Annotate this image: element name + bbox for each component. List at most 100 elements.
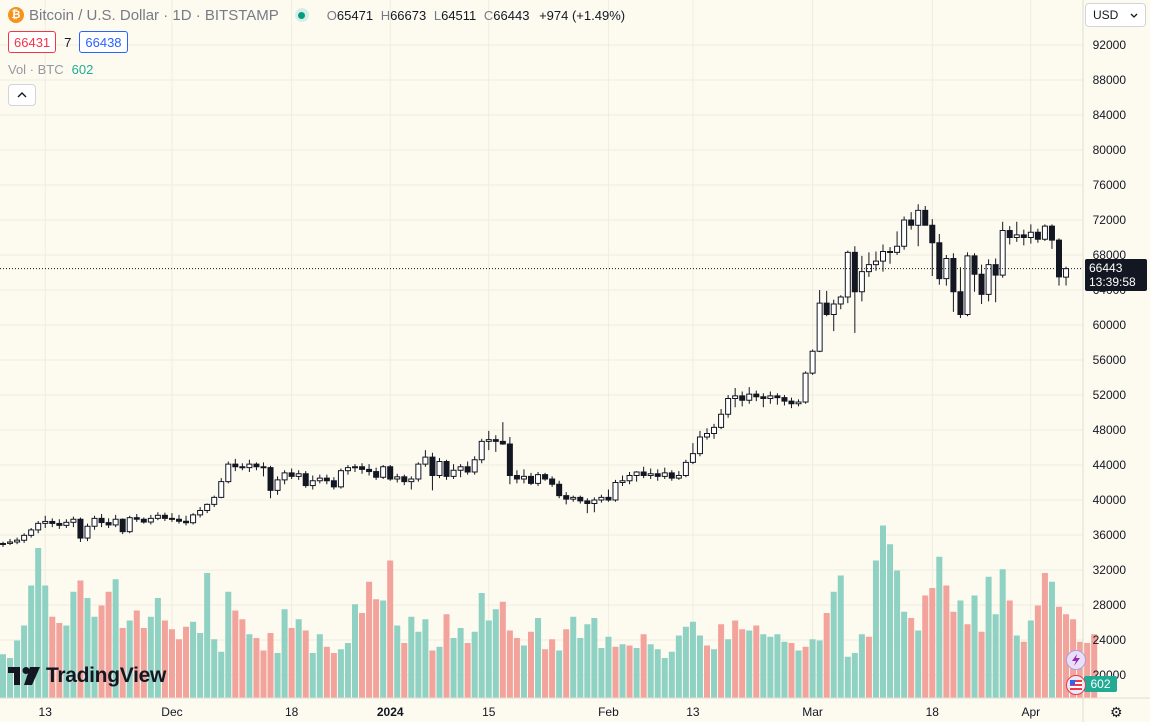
candle-down xyxy=(563,495,570,500)
volume-bar xyxy=(570,616,577,698)
flag-icon[interactable] xyxy=(1066,675,1086,695)
volume-bar xyxy=(380,600,387,698)
volume-bar xyxy=(359,613,366,698)
candle-up xyxy=(816,302,823,352)
candle-down xyxy=(401,476,408,483)
candle-down xyxy=(753,393,760,398)
volume-bar xyxy=(443,614,450,698)
candle-up xyxy=(598,496,605,501)
candle-up xyxy=(485,439,492,442)
chevron-up-icon xyxy=(17,92,27,98)
tradingview-logo-icon xyxy=(8,667,40,685)
candle-up xyxy=(295,473,302,477)
volume-bar xyxy=(704,645,710,698)
candle-up xyxy=(14,539,21,543)
sell-price-button[interactable]: 66431 xyxy=(8,31,57,53)
candle-up xyxy=(344,467,351,472)
volume-bar xyxy=(978,631,985,698)
volume-bar xyxy=(35,548,42,698)
candle-down xyxy=(929,224,936,244)
volume-bar xyxy=(605,636,612,698)
volume-bar xyxy=(154,598,161,698)
volume-bar xyxy=(309,653,316,698)
volume-bar xyxy=(964,624,971,698)
candle-up xyxy=(718,413,725,428)
volume-bar xyxy=(1013,635,1020,698)
buy-price-button[interactable]: 66438 xyxy=(79,31,128,53)
volume-bar xyxy=(746,630,753,698)
candle-up xyxy=(70,518,77,523)
candle-down xyxy=(168,517,175,520)
candle-down xyxy=(443,461,450,477)
volume-bar xyxy=(373,599,380,698)
volume-bar xyxy=(0,654,6,698)
candle-down xyxy=(1006,230,1013,238)
tradingview-logo[interactable]: TradingView xyxy=(8,664,166,688)
volume-bar xyxy=(992,614,999,698)
candle-down xyxy=(77,518,84,539)
market-open-icon[interactable] xyxy=(294,8,309,22)
candle-down xyxy=(971,255,978,275)
candle-up xyxy=(535,474,542,484)
candle-up xyxy=(1027,231,1034,238)
volume-bar xyxy=(330,653,337,698)
volume-bar xyxy=(718,624,725,698)
volume-legend[interactable]: Vol · BTC 602 xyxy=(8,62,93,77)
last-price-value: 66443 xyxy=(1089,261,1123,275)
volume-bar xyxy=(42,585,49,698)
currency-select[interactable]: USD xyxy=(1085,3,1146,27)
volume-bar xyxy=(218,651,225,698)
candle-up xyxy=(746,393,753,401)
settings-gear-icon[interactable]: ⚙ xyxy=(1110,704,1123,720)
candle-up xyxy=(225,463,232,483)
time-axis[interactable]: 13 Dec 18 2024 15 Feb 13 Mar 18 Apr xyxy=(0,697,1150,719)
symbol-title[interactable]: Bitcoin / U.S. Dollar · 1D · BITSTAMP xyxy=(29,6,279,24)
volume-bar xyxy=(211,639,218,698)
volume-bar xyxy=(344,643,351,698)
collapse-legend-button[interactable] xyxy=(8,84,36,106)
volume-bar xyxy=(408,616,415,698)
candle-down xyxy=(542,474,549,480)
candle-down xyxy=(605,496,612,501)
volume-bar xyxy=(506,630,513,698)
volume-bar xyxy=(901,611,908,698)
time-tick-label: 15 xyxy=(482,705,496,719)
volume-bar xyxy=(823,613,830,698)
volume-bar xyxy=(394,625,401,698)
candle-down xyxy=(464,466,471,473)
price-axis[interactable]: 9200088000840008000076000720006800064000… xyxy=(1082,0,1127,722)
price-tick-label: 56000 xyxy=(1093,353,1127,367)
volume-bar xyxy=(732,620,739,698)
candle-down xyxy=(760,396,767,399)
candle-down xyxy=(330,480,337,488)
candle-up xyxy=(682,461,689,476)
volume-bar xyxy=(436,646,443,698)
volume-bar xyxy=(739,629,746,698)
candle-up xyxy=(63,521,70,526)
candle-up xyxy=(732,395,739,399)
volume-bar xyxy=(957,600,964,698)
candle-down xyxy=(936,242,943,280)
volume-bar xyxy=(795,650,802,698)
lightning-icon[interactable] xyxy=(1066,650,1086,670)
volume-bar xyxy=(633,648,640,698)
volume-bar xyxy=(168,629,175,698)
candle-up xyxy=(42,520,49,524)
volume-bar xyxy=(929,588,936,698)
candle-up xyxy=(422,456,429,465)
candle-down xyxy=(908,219,915,226)
volume-bar xyxy=(682,626,689,698)
volume-bar xyxy=(295,619,302,698)
price-tick-label: 52000 xyxy=(1093,388,1127,402)
last-price-label: 66443 13:39:58 xyxy=(1085,259,1147,291)
flag-glyph xyxy=(1070,680,1082,690)
candle-up xyxy=(915,209,922,226)
price-tick-label: 44000 xyxy=(1093,458,1127,472)
volume-bar xyxy=(985,576,992,698)
candle-up xyxy=(1041,225,1048,240)
volume-bar xyxy=(415,631,422,698)
candle-down xyxy=(668,472,675,479)
volume-bar xyxy=(77,580,84,698)
candle-up xyxy=(591,499,598,504)
